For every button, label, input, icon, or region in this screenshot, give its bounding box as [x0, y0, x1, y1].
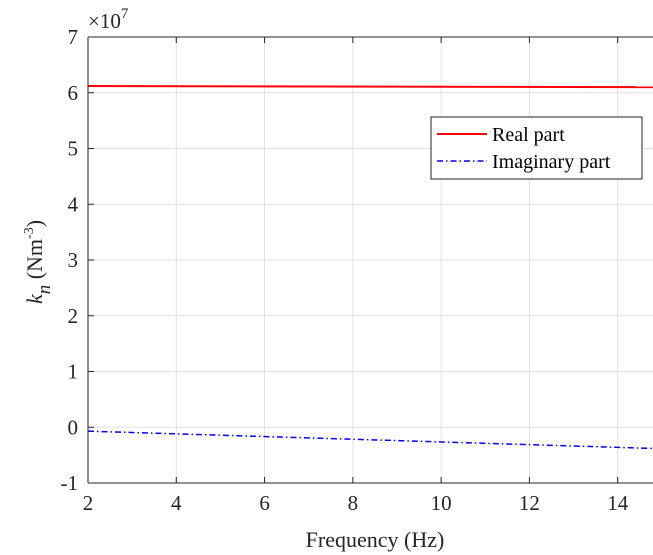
- x-tick-label: 2: [83, 491, 94, 515]
- legend-box: [430, 116, 643, 180]
- y-axis-label-symbol: k: [22, 293, 47, 304]
- y-axis-label-unit: (Nm: [22, 239, 47, 285]
- x-tick-label: 14: [607, 491, 629, 515]
- legend: Real part Imaginary part: [430, 116, 643, 180]
- y-axis-label-unit-exponent: -3: [22, 227, 37, 239]
- legend-label: Real part: [492, 124, 565, 146]
- y-tick-label: 5: [68, 137, 79, 161]
- y-axis-label-subscript: n: [34, 285, 55, 295]
- x-tick-label: 4: [171, 491, 182, 515]
- y-tick-label: 3: [68, 248, 79, 272]
- x-tick-label: 10: [431, 491, 452, 515]
- series-line-real-part: [87, 85, 653, 89]
- y-axis-label: kn (Nm-3): [22, 220, 55, 304]
- y-axis-multiplier-exponent: 7: [121, 6, 129, 22]
- x-tick-label: 12: [519, 491, 540, 515]
- series-layer: [87, 85, 653, 450]
- y-tick-label: 7: [68, 25, 79, 49]
- axes: [87, 36, 653, 484]
- grid-lines: [87, 36, 653, 484]
- y-axis-multiplier: ×107: [88, 6, 129, 33]
- y-axis-label-unit-close: ): [22, 220, 47, 227]
- y-tick-label: 4: [68, 192, 79, 216]
- x-tick-label: 8: [348, 491, 359, 515]
- y-tick-label: 0: [68, 415, 79, 439]
- x-tick-label: 6: [259, 491, 270, 515]
- y-tick-label: 1: [68, 360, 79, 384]
- y-tick-label: 2: [68, 304, 79, 328]
- legend-label: Imaginary part: [492, 151, 611, 173]
- y-tick-label: 6: [68, 81, 79, 105]
- y-tick-label: -1: [61, 471, 79, 495]
- series-line-imaginary-part: [87, 430, 653, 450]
- y-axis-multiplier-base: ×10: [88, 9, 121, 33]
- x-axis-label: Frequency (Hz): [306, 527, 445, 552]
